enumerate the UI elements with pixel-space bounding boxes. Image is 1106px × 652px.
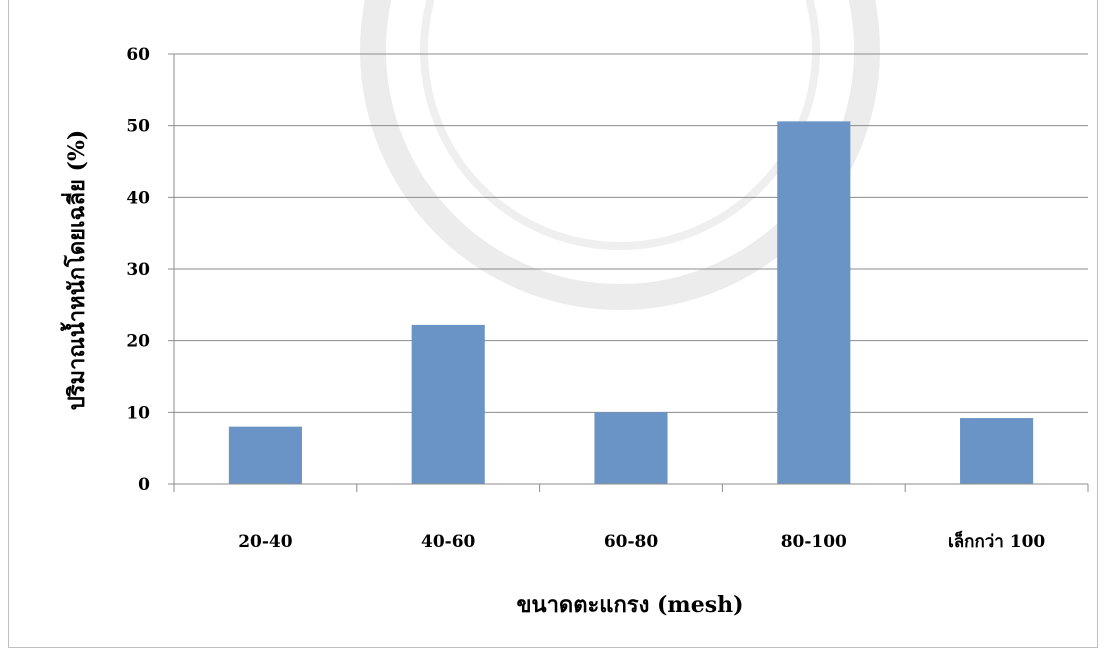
- y-tick-label: 40: [126, 188, 150, 208]
- y-axis-title: ปริมาณน้ำหนักโดยเฉลี่ย (%): [60, 130, 90, 411]
- x-tick-labels: 20-40 40-60 60-80 80-100 เล็กกว่า 100: [238, 529, 1045, 552]
- bar-1: [228, 426, 302, 484]
- bar-2: [411, 324, 485, 484]
- x-tick-label: เล็กกว่า 100: [948, 529, 1045, 552]
- bar-4: [777, 121, 851, 484]
- x-axis-title: ขนาดตะแกรง (mesh): [516, 592, 743, 618]
- y-tick-label: 10: [126, 403, 150, 423]
- y-tick-label: 30: [126, 260, 150, 280]
- bar-3: [594, 412, 668, 484]
- y-tick-label: 20: [126, 332, 150, 352]
- x-tick-label: 80-100: [781, 532, 847, 552]
- y-tick-label: 60: [126, 45, 150, 65]
- y-tick-label: 0: [138, 475, 150, 495]
- bars: [228, 121, 1034, 484]
- axes: [168, 53, 1089, 492]
- chart-frame: [8, 0, 1098, 648]
- x-tick-label: 20-40: [238, 532, 293, 552]
- y-tick-label: 50: [126, 117, 150, 137]
- bar-5: [960, 418, 1034, 484]
- x-tick-label: 40-60: [421, 532, 476, 552]
- x-tick-label: 60-80: [604, 532, 659, 552]
- gridlines: [174, 53, 1088, 413]
- y-tick-labels: 0 10 20 30 40 50 60: [126, 45, 150, 495]
